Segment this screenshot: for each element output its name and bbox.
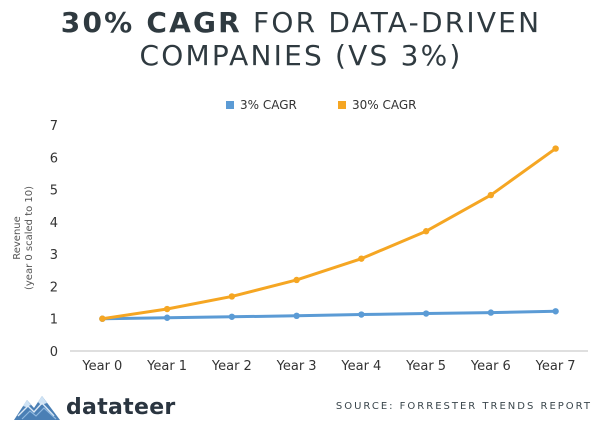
source-note: SOURCE: FORRESTER TRENDS REPORT — [335, 401, 592, 412]
data-point — [293, 312, 300, 320]
legend-label: 3% CAGR — [240, 98, 297, 112]
x-tick-label: Year 5 — [405, 359, 446, 374]
y-tick-label: 5 — [50, 184, 58, 199]
data-point — [422, 310, 430, 317]
data-point — [422, 228, 430, 235]
y-axis-label: Revenue (year 0 scaled to 10) — [12, 186, 35, 290]
data-point — [552, 308, 559, 315]
legend-label: 30% CAGR — [352, 98, 417, 112]
legend-swatch — [226, 101, 234, 109]
x-tick-label: Year 1 — [146, 359, 187, 374]
x-ticks: Year 0 Year 1 Year 2 Year 3 Year 4 Year 5 Year… — [81, 359, 575, 374]
data-point — [163, 314, 171, 321]
data-point — [487, 191, 495, 199]
data-point — [487, 309, 495, 316]
x-tick-label: Year 4 — [340, 359, 381, 374]
data-point — [358, 255, 365, 262]
y-axis-label-line: (year 0 scaled to 10) — [24, 186, 35, 290]
data-point — [228, 313, 236, 320]
data-point — [293, 276, 300, 284]
data-point — [99, 315, 106, 322]
x-tick-label: Year 0 — [81, 359, 122, 374]
y-tick-label: 0 — [50, 345, 58, 360]
series-line — [102, 147, 557, 321]
title-bold: 30% CAGR — [60, 6, 242, 39]
y-axis-label-line: Revenue — [12, 216, 23, 260]
title-rest: FOR DATA-DRIVEN — [253, 6, 542, 39]
y-tick-label: 2 — [50, 280, 58, 295]
y-tick-label: 1 — [50, 313, 58, 328]
brand-name: datateer — [66, 394, 176, 420]
x-tick-label: Year 6 — [470, 359, 511, 374]
chart-title: 30% CAGR FOR DATA-DRIVEN COMPANIES (VS 3… — [0, 6, 602, 72]
y-tick-label: 4 — [50, 216, 58, 231]
mountain-logo-icon — [14, 396, 60, 420]
y-tick-label: 6 — [50, 151, 58, 166]
series-group — [99, 145, 559, 322]
x-tick-label: Year 3 — [276, 359, 317, 374]
data-point — [228, 293, 236, 300]
series-line — [102, 309, 556, 321]
x-tick-label: Year 7 — [535, 359, 576, 374]
data-point — [552, 145, 559, 152]
brand: datateer — [14, 393, 176, 421]
y-tick-label: 7 — [50, 119, 58, 134]
data-point — [163, 305, 171, 313]
x-tick-label: Year 2 — [211, 359, 252, 374]
legend-swatch — [338, 101, 346, 109]
y-ticks: 0 1 2 3 4 5 6 7 — [50, 119, 58, 360]
y-tick-label: 3 — [50, 248, 58, 263]
data-point — [358, 311, 365, 318]
title-line2: COMPANIES (VS 3%) — [139, 39, 463, 72]
legend: 3% CAGR 30% CAGR — [226, 98, 417, 112]
